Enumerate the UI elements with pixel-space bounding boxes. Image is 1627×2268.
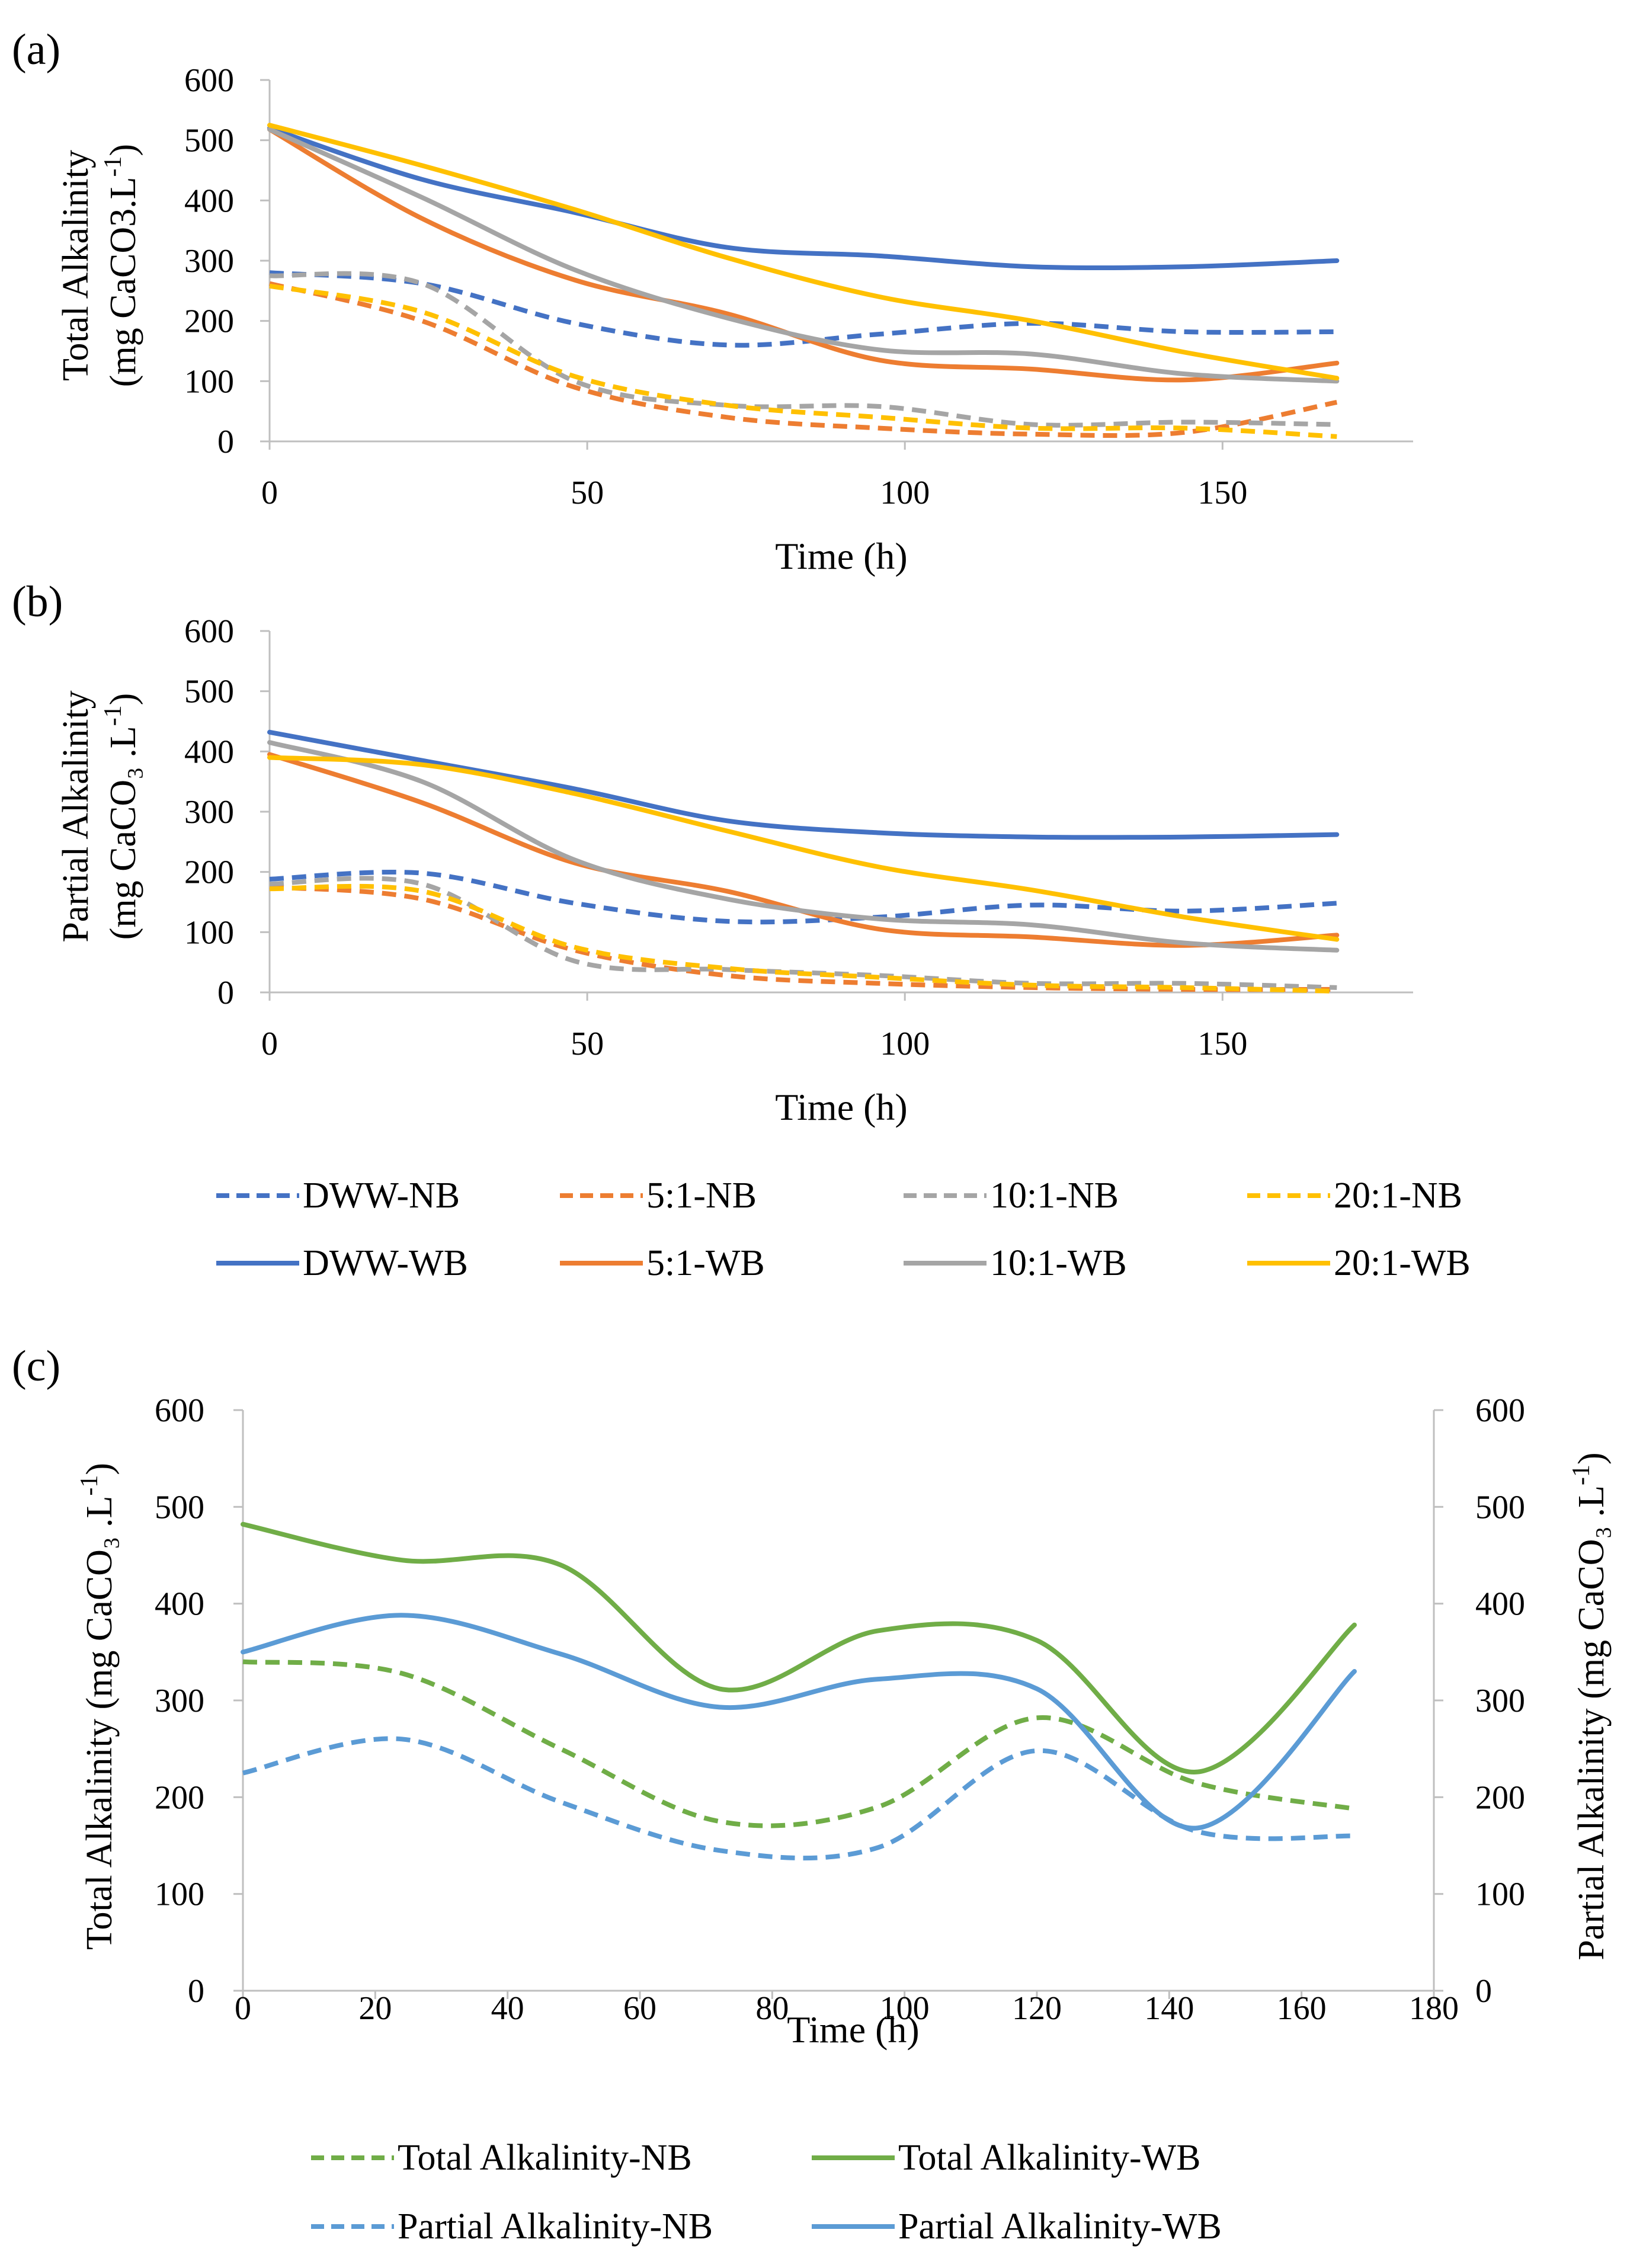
panel-b-label: (b) bbox=[12, 578, 63, 626]
legend-label-10-1-wb: 10:1-WB bbox=[990, 1243, 1127, 1283]
panel-b: (b) 0 100 200 300 400 500 600 0 50 100 150 Time (h… bbox=[12, 578, 1413, 1128]
x-tick-label: 0 bbox=[261, 1026, 278, 1062]
x-tick-label: 60 bbox=[623, 1990, 656, 2027]
x-tick-label: 40 bbox=[491, 1990, 524, 2027]
y-tick-label: 400 bbox=[184, 182, 234, 219]
y-tick-label: 0 bbox=[217, 424, 234, 460]
legend-label-dww-nb: DWW-NB bbox=[303, 1175, 460, 1216]
series-line-total-alkalinity-wb bbox=[241, 1521, 1357, 1774]
y-tick-label: 0 bbox=[188, 1973, 204, 2010]
y-tick-label: 100 bbox=[155, 1876, 204, 1913]
x-tick-label: 50 bbox=[571, 1026, 604, 1062]
y-tick-label: 300 bbox=[155, 1683, 204, 1719]
y-tick-label: 100 bbox=[184, 914, 234, 951]
y-tick-label: 500 bbox=[184, 123, 234, 159]
series-line-dww-wb bbox=[267, 729, 1340, 840]
x-tick-label: 80 bbox=[755, 1990, 789, 2027]
plot-a-area: 0 100 200 300 400 500 600 0 50 100 150 bbox=[184, 62, 1413, 511]
series-line-dww-nb bbox=[269, 270, 1337, 348]
legend-label-total-alkalinity-nb: Total Alkalinity-NB bbox=[398, 2138, 692, 2178]
panel-c-ylabel-right: Partial Alkalinity (mg CaCO₃ .L-1) bbox=[1568, 1452, 1612, 1960]
x-tick-label: 100 bbox=[880, 475, 930, 511]
x-tick-label: 120 bbox=[1012, 1990, 1062, 2027]
y2-tick-label: 600 bbox=[1475, 1392, 1525, 1429]
series-line-20-1-nb bbox=[269, 883, 1337, 994]
panel-b-ylabel-line1: Partial Alkalinity bbox=[56, 690, 96, 942]
legend-label-partial-alkalinity-nb: Partial Alkalinity-NB bbox=[398, 2206, 713, 2247]
y-tick-label: 100 bbox=[184, 363, 234, 400]
x-tick-label: 140 bbox=[1144, 1990, 1194, 2027]
x-tick-label: 150 bbox=[1197, 1026, 1247, 1062]
series-line-10-1-nb bbox=[269, 271, 1337, 428]
panel-a-ylabel-line1: Total Alkalinity bbox=[56, 150, 96, 381]
legend-label-partial-alkalinity-wb: Partial Alkalinity-WB bbox=[898, 2206, 1222, 2247]
legend-panel-c: Total Alkalinity-NB Total Alkalinity-WB Pa… bbox=[311, 2138, 1222, 2247]
panel-c-xlabel: Time (h) bbox=[787, 2008, 919, 2051]
series-line-10-1-wb bbox=[267, 127, 1340, 384]
legend-label-20-1-nb: 20:1-NB bbox=[1334, 1175, 1462, 1216]
panel-b-xlabel: Time (h) bbox=[775, 1086, 907, 1128]
y2-tick-label: 500 bbox=[1475, 1489, 1525, 1526]
legend-label-10-1-nb: 10:1-NB bbox=[990, 1175, 1119, 1216]
legend-label-20-1-wb: 20:1-WB bbox=[1334, 1243, 1471, 1283]
series-line-dww-nb bbox=[269, 869, 1337, 925]
y2-tick-label: 100 bbox=[1475, 1876, 1525, 1913]
y-tick-label: 300 bbox=[184, 243, 234, 280]
y-tick-label: 600 bbox=[184, 613, 234, 650]
y-tick-label: 600 bbox=[184, 62, 234, 99]
y-tick-label: 200 bbox=[184, 303, 234, 340]
x-tick-label: 0 bbox=[261, 475, 278, 511]
y-tick-label: 0 bbox=[217, 975, 234, 1011]
panel-c: (c) 010020030040050060001002003004005006… bbox=[12, 1342, 1612, 2051]
legend-label-5-1-nb: 5:1-NB bbox=[646, 1175, 757, 1216]
y2-tick-label: 400 bbox=[1475, 1586, 1525, 1623]
y2-tick-label: 300 bbox=[1475, 1683, 1525, 1719]
panel-c-label: (c) bbox=[12, 1342, 60, 1391]
legend-label-total-alkalinity-wb: Total Alkalinity-WB bbox=[898, 2138, 1201, 2178]
series-line-10-1-wb bbox=[267, 740, 1340, 953]
x-tick-label: 100 bbox=[880, 1026, 930, 1062]
y-tick-label: 500 bbox=[155, 1489, 204, 1526]
series-line-20-1-wb bbox=[267, 755, 1340, 942]
legend-panels-ab: DWW-NB 5:1-NB 10:1-NB 20:1-NB DWW-WB 5:1-WB 10… bbox=[216, 1175, 1471, 1283]
panel-a: (a) 0 100 200 300 400 500 600 0 50 100 150 Time (h… bbox=[12, 25, 1413, 577]
y-tick-label: 500 bbox=[184, 674, 234, 710]
x-tick-label: 160 bbox=[1277, 1990, 1327, 2027]
y2-tick-label: 0 bbox=[1475, 1973, 1492, 2010]
series-line-20-1-wb bbox=[267, 123, 1340, 381]
series-line-partial-alkalinity-wb bbox=[241, 1613, 1357, 1831]
y-tick-label: 200 bbox=[155, 1779, 204, 1816]
legend-label-5-1-wb: 5:1-WB bbox=[646, 1243, 765, 1283]
y-tick-label: 200 bbox=[184, 854, 234, 891]
plot-b-area: 0 100 200 300 400 500 600 0 50 100 150 bbox=[184, 613, 1413, 1062]
x-tick-label: 0 bbox=[235, 1990, 251, 2027]
plot-c-area: 0 100 200 300 400 500 600 0 100 200 300 400 500 600 0 2… bbox=[155, 1392, 1525, 2027]
y-tick-label: 400 bbox=[155, 1586, 204, 1623]
panel-a-ylabel-line2: (mg CaCO3.L-1) bbox=[100, 144, 143, 387]
panel-a-label: (a) bbox=[12, 25, 60, 74]
x-tick-label: 100 bbox=[880, 1990, 930, 2027]
legend-label-dww-wb: DWW-WB bbox=[303, 1243, 468, 1283]
series-line-total-alkalinity-nb bbox=[242, 1659, 1355, 1828]
panel-a-xlabel: Time (h) bbox=[775, 535, 907, 577]
panel-c-ylabel-left: Total Alkalinity (mg CaCO₃ .L-1) bbox=[76, 1463, 120, 1950]
x-tick-label: 50 bbox=[571, 475, 604, 511]
series-line-dww-wb bbox=[267, 126, 1340, 270]
y2-tick-label: 200 bbox=[1475, 1779, 1525, 1816]
panel-b-ylabel-line2: (mg CaCO₃ .L-1) bbox=[100, 693, 143, 940]
x-tick-label: 20 bbox=[358, 1990, 392, 2027]
y-tick-label: 600 bbox=[155, 1392, 204, 1429]
series-line-20-1-nb bbox=[269, 283, 1337, 439]
y-tick-label: 400 bbox=[184, 733, 234, 770]
y-tick-label: 300 bbox=[184, 794, 234, 831]
x-tick-label: 150 bbox=[1197, 475, 1247, 511]
x-tick-label: 180 bbox=[1409, 1990, 1459, 2027]
